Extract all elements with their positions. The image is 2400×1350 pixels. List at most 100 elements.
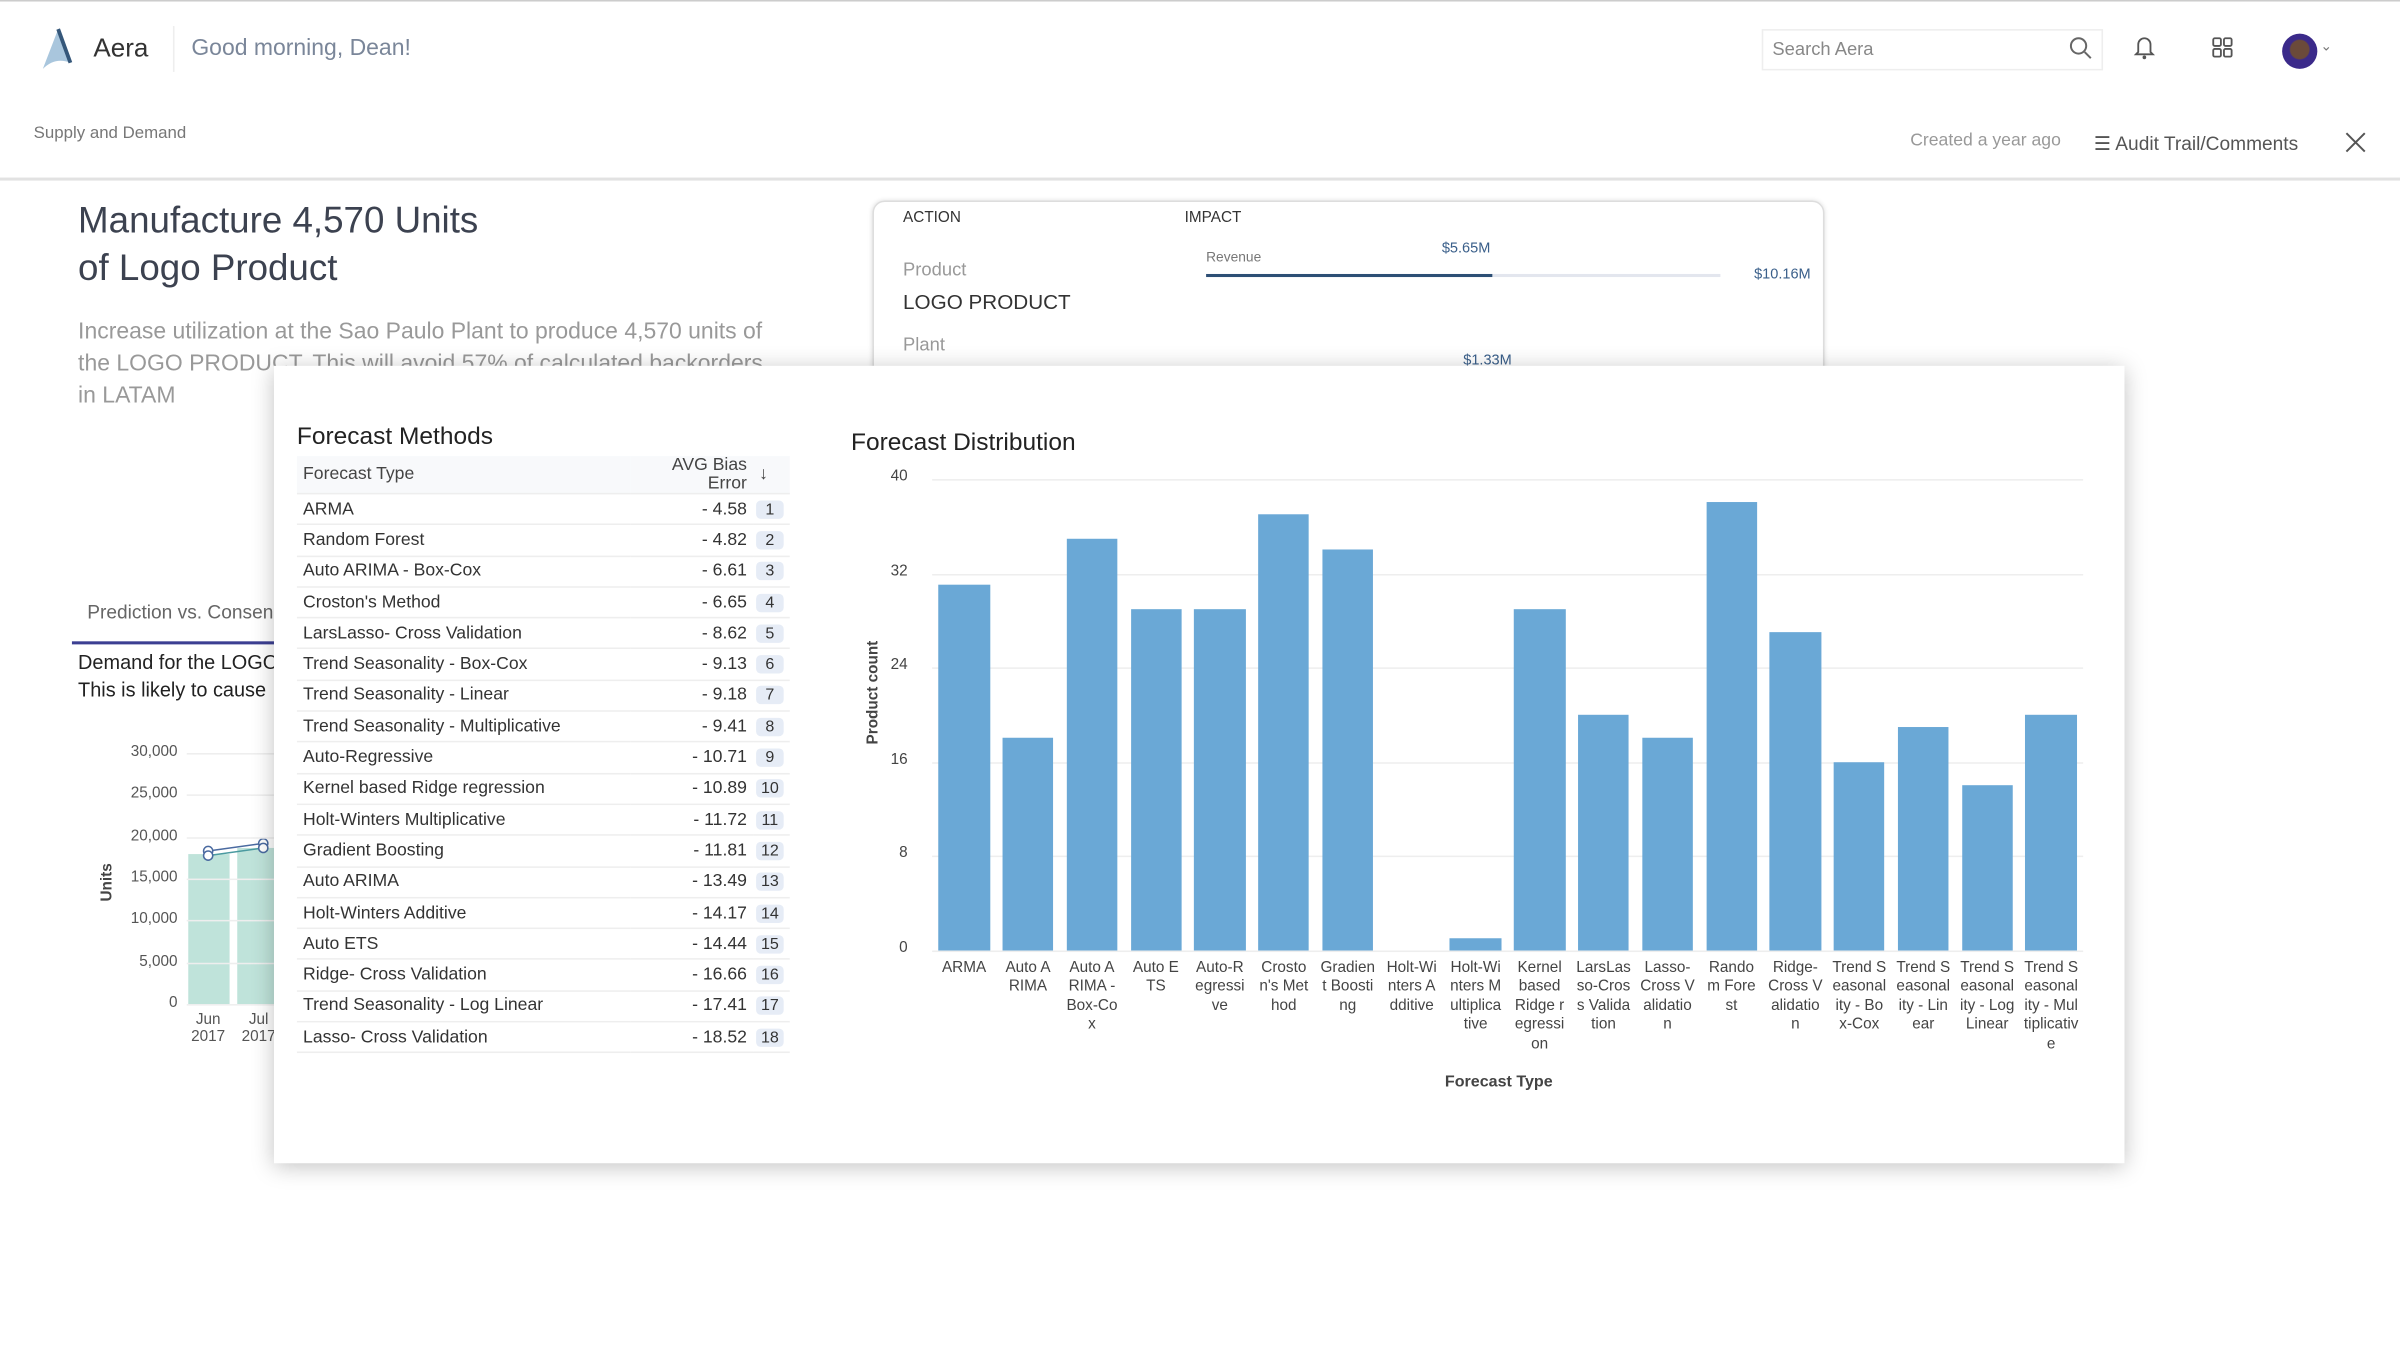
table-row[interactable]: Holt-Winters Additive - 14.17 14 — [296, 897, 790, 930]
gridline — [932, 667, 2084, 670]
forecast-methods-table: Forecast Type AVG Bias Error ↓ ARMA - 4.58 1… — [296, 456, 790, 1054]
bar-kernel-based-ridge-regression[interactable] — [1514, 608, 1566, 951]
forecast-methods-title: Forecast Methods — [296, 423, 493, 450]
recommendation-description: Increase utilization at the Sao Paulo Pl… — [78, 318, 763, 409]
rank-badge: 3 — [756, 562, 784, 581]
rank-badge: 8 — [756, 717, 784, 736]
bar-auto-regressive[interactable] — [1194, 608, 1246, 951]
table-row[interactable]: Ridge- Cross Validation - 16.66 16 — [296, 959, 790, 992]
table-row[interactable]: Holt-Winters Multiplicative - 11.72 11 — [296, 804, 790, 837]
bar-trend-seasonality-box-cox[interactable] — [1833, 761, 1885, 951]
avg-bias-error: - 9.41 — [630, 711, 754, 743]
table-row[interactable]: Trend Seasonality - Linear - 9.18 7 — [296, 680, 790, 712]
bar-auto-arima-box-cox[interactable] — [1066, 538, 1118, 951]
apps-grid-icon[interactable] — [2212, 37, 2233, 58]
bar-arma[interactable] — [938, 585, 990, 951]
search-icon[interactable] — [2069, 37, 2092, 60]
bar-trend-seasonality-linear[interactable] — [1897, 726, 1949, 951]
bar-trend-seasonality-log-linear[interactable] — [1961, 785, 2013, 951]
title-line: of Logo Product — [78, 247, 338, 290]
x-tick-label: Auto-Regressive — [1195, 959, 1245, 1015]
chevron-down-icon[interactable]: ⌄ — [2320, 38, 2332, 54]
list-icon: ☰ — [2093, 133, 2116, 155]
table-row[interactable]: Croston's Method - 6.65 4 — [296, 586, 790, 619]
table-row[interactable]: Kernel based Ridge regression - 10.89 10 — [296, 773, 790, 806]
gridline — [186, 961, 279, 964]
bar-trend-seasonality-multiplicative[interactable] — [2025, 714, 2077, 951]
rank-badge: 10 — [756, 779, 784, 798]
prediction-chart: Units 30,000 25,000 20,000 15,000 10,000 5,00… — [0, 736, 279, 1057]
tab-prediction-vs-consensus[interactable]: Prediction vs. Consensus — [71, 602, 279, 645]
x-tick-label: Kernel based Ridge regression — [1514, 959, 1565, 1053]
table-row[interactable]: Trend Seasonality - Multiplicative - 9.41… — [296, 711, 790, 743]
rank-cell: 14 — [753, 897, 790, 930]
user-avatar[interactable] — [2282, 33, 2318, 69]
close-icon[interactable] — [2345, 132, 2366, 153]
y-tick-label: 8 — [899, 845, 908, 863]
gridline — [932, 856, 2084, 858]
rank-cell: 15 — [753, 928, 790, 961]
forecast-distribution-title: Forecast Distribution — [851, 430, 1076, 457]
breadcrumb[interactable]: Supply and Demand — [33, 123, 187, 143]
x-tick-label: Gradient Boosting — [1320, 959, 1375, 1015]
gridline — [932, 761, 2084, 764]
bar-auto-arima[interactable] — [1002, 738, 1054, 951]
forecast-type: Gradient Boosting — [296, 835, 631, 868]
table-header: Forecast Type AVG Bias Error ↓ — [296, 456, 790, 495]
table-row[interactable]: Trend Seasonality - Box-Cox - 9.13 6 — [296, 648, 790, 681]
table-row[interactable]: ARMA - 4.58 1 — [296, 493, 790, 526]
x-tick: Jul — [248, 1011, 269, 1029]
rank-cell: 13 — [753, 866, 790, 899]
x-tick-label: Auto ARIMA — [1005, 959, 1051, 996]
brand-name: Aera — [93, 33, 149, 63]
table-row[interactable]: Lasso- Cross Validation - 18.52 18 — [296, 1021, 790, 1054]
audit-trail-button[interactable]: ☰ Audit Trail/Comments — [2093, 132, 2298, 155]
col-forecast-type[interactable]: Forecast Type — [296, 456, 631, 495]
bar-holt-winters-multiplicative[interactable] — [1450, 938, 1502, 951]
avg-bias-error: - 11.81 — [630, 835, 754, 868]
x-tick-label: Croston's Method — [1259, 959, 1309, 1015]
rank-badge: 9 — [756, 748, 784, 767]
rank-cell: 18 — [753, 1021, 790, 1054]
table-row[interactable]: Random Forest - 4.82 2 — [296, 524, 790, 557]
bar-ridge-cross-validation[interactable] — [1769, 632, 1821, 951]
forecast-type: Trend Seasonality - Linear — [296, 680, 631, 712]
bar-random-forest[interactable] — [1705, 502, 1758, 951]
bar-lasso-cross-validation[interactable] — [1641, 738, 1694, 951]
revenue-progress-fill — [1206, 273, 1493, 278]
table-row[interactable]: Auto ARIMA - 13.49 13 — [296, 866, 790, 899]
rank-cell: 12 — [753, 835, 790, 868]
rank-badge: 14 — [756, 903, 784, 923]
title-line: Manufacture 4,570 Units — [78, 200, 479, 242]
table-row[interactable]: Trend Seasonality - Log Linear - 17.41 17 — [296, 990, 790, 1023]
table-row[interactable]: Auto-Regressive - 10.71 9 — [296, 742, 790, 774]
forecast-type: Holt-Winters Additive — [296, 897, 631, 930]
col-avg-bias-error[interactable]: AVG Bias Error — [630, 456, 754, 495]
aera-logo-icon — [42, 28, 73, 69]
table-row[interactable]: Gradient Boosting - 11.81 12 — [296, 835, 790, 868]
avg-bias-error: - 6.61 — [630, 555, 754, 588]
avg-bias-error: - 10.89 — [630, 773, 754, 806]
x-tick-label: Trend Seasonality - Box-Cox — [1832, 959, 1887, 1034]
search-input[interactable]: Search Aera — [1761, 29, 2104, 71]
sort-down-icon[interactable]: ↓ — [753, 456, 790, 495]
table-row[interactable]: Auto ARIMA - Box-Cox - 6.61 3 — [296, 555, 790, 588]
y-tick: 5,000 — [139, 952, 178, 970]
bar-larslasso-cross-validation[interactable] — [1577, 714, 1630, 951]
bar-gradient-boosting[interactable] — [1322, 549, 1374, 951]
rank-cell: 16 — [753, 959, 790, 992]
y-tick: 25,000 — [130, 785, 178, 803]
bar-croston-s-method[interactable] — [1258, 514, 1310, 951]
forecast-type: LarsLasso- Cross Validation — [296, 617, 631, 650]
bar-auto-ets[interactable] — [1130, 608, 1182, 951]
search-placeholder: Search Aera — [1772, 38, 1874, 60]
x-tick-label: Trend Seasonality - Linear — [1896, 959, 1951, 1034]
revenue-total: $10.16M — [1754, 266, 1811, 284]
rank-cell: 9 — [753, 742, 790, 774]
bell-icon[interactable] — [2133, 35, 2156, 60]
rank-badge: 16 — [756, 965, 784, 985]
table-row[interactable]: LarsLasso- Cross Validation - 8.62 5 — [296, 617, 790, 650]
forecast-type: ARMA — [296, 493, 631, 526]
table-row[interactable]: Auto ETS - 14.44 15 — [296, 928, 790, 961]
x-tick: Jun — [195, 1011, 221, 1029]
